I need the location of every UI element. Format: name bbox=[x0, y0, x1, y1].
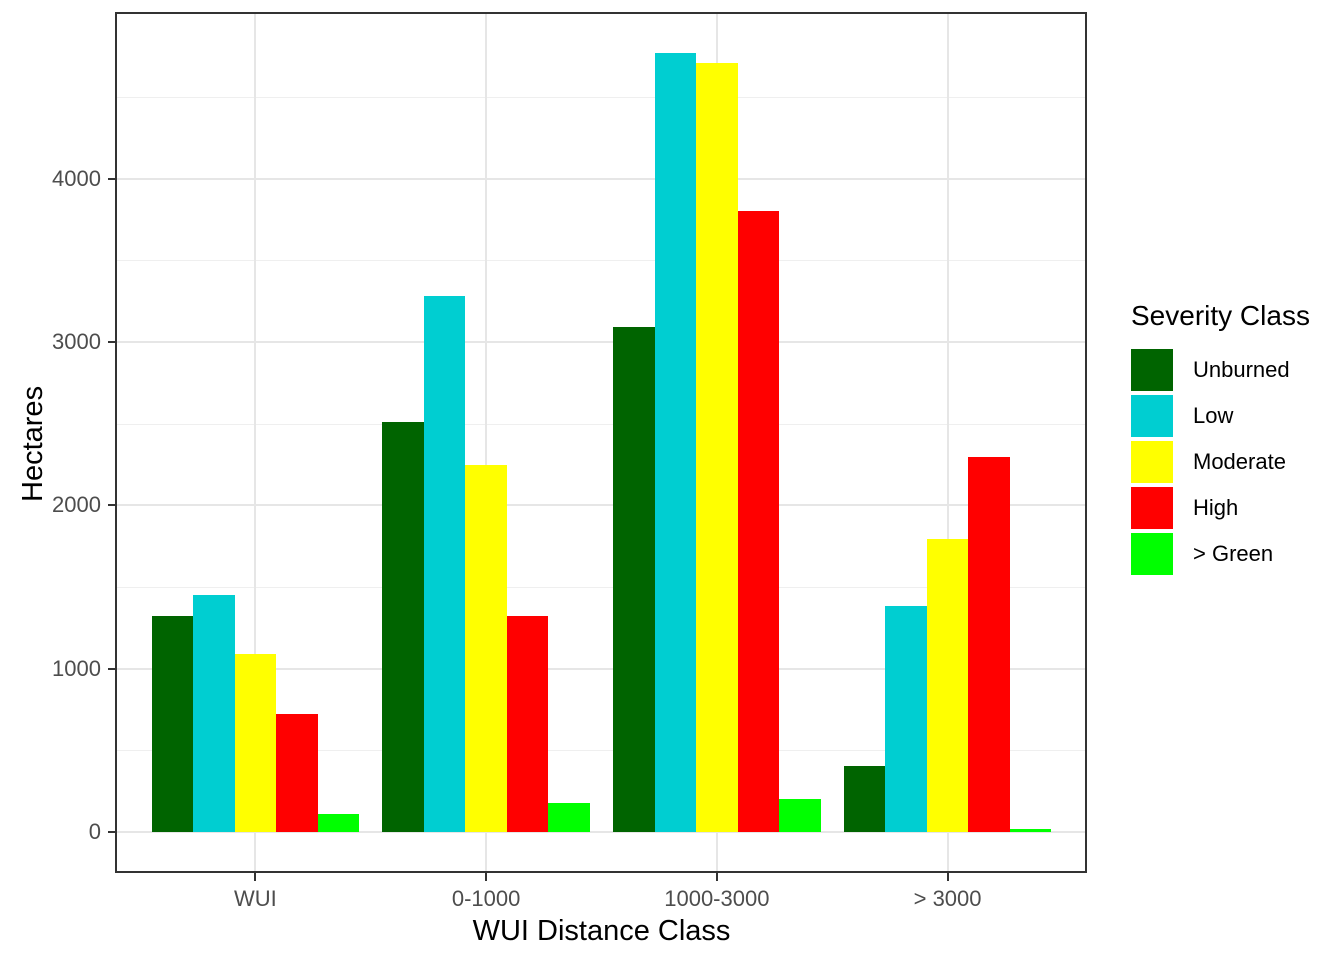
bar-unburned-3000 bbox=[843, 765, 886, 832]
legend-item-low: Low bbox=[1131, 395, 1310, 438]
legend-title: Severity Class bbox=[1131, 300, 1310, 331]
gridline-minor-h-4500 bbox=[117, 97, 1086, 99]
legend-label-high: High bbox=[1193, 495, 1239, 521]
y-tick-1000 bbox=[108, 667, 117, 670]
legend: Severity Class Unburned Low Moderate High > … bbox=[1131, 300, 1310, 579]
bar-moderate-3000 bbox=[926, 538, 969, 832]
y-tick-label-3000: 3000 bbox=[52, 329, 101, 355]
bar-moderate-wui bbox=[234, 654, 277, 832]
bar-high-3000 bbox=[968, 457, 1010, 832]
legend-item-moderate: Moderate bbox=[1131, 441, 1310, 484]
bar-low-1000-3000 bbox=[654, 53, 697, 832]
gridline-minor-h-3500 bbox=[117, 260, 1086, 262]
legend-label-low: Low bbox=[1193, 403, 1234, 429]
gridline-major-h-0 bbox=[117, 831, 1086, 833]
y-tick-label-4000: 4000 bbox=[52, 165, 101, 191]
gridline-major-h-4000 bbox=[117, 177, 1086, 180]
bar-green-3000 bbox=[1009, 828, 1052, 832]
x-tick-3000 bbox=[946, 872, 949, 881]
legend-label-moderate: Moderate bbox=[1193, 449, 1286, 475]
plot-panel bbox=[117, 13, 1086, 872]
y-tick-label-2000: 2000 bbox=[52, 492, 101, 518]
y-tick-0 bbox=[108, 831, 117, 833]
legend-item-unburned: Unburned bbox=[1131, 349, 1310, 392]
legend-item-green: > Green bbox=[1131, 533, 1310, 576]
x-tick-label-0-1000: 0-1000 bbox=[451, 886, 521, 911]
y-tick-2000 bbox=[108, 504, 117, 507]
x-axis-title: WUI Distance Class bbox=[472, 915, 731, 947]
legend-key-unburned bbox=[1131, 349, 1173, 392]
gridline-major-h-1000 bbox=[117, 667, 1086, 670]
gridline-minor-h-500 bbox=[117, 750, 1086, 752]
bar-green-0-1000 bbox=[548, 803, 590, 832]
bar-unburned-1000-3000 bbox=[613, 327, 655, 832]
gridline-major-v-wui bbox=[254, 13, 257, 872]
x-tick-1000-3000 bbox=[715, 872, 718, 881]
bar-moderate-0-1000 bbox=[465, 464, 507, 832]
legend-key-moderate bbox=[1131, 441, 1173, 484]
legend-label-unburned: Unburned bbox=[1193, 357, 1290, 383]
gridline-minor-h-2500 bbox=[117, 423, 1086, 425]
legend-key-green bbox=[1131, 533, 1173, 576]
y-tick-label-1000: 1000 bbox=[52, 655, 101, 681]
bar-unburned-wui bbox=[151, 616, 194, 832]
bar-high-wui bbox=[276, 713, 318, 832]
legend-item-high: High bbox=[1131, 487, 1310, 530]
bar-moderate-1000-3000 bbox=[696, 62, 738, 832]
bar-low-wui bbox=[193, 595, 235, 832]
bar-unburned-0-1000 bbox=[382, 422, 424, 832]
gridline-minor-h-1500 bbox=[117, 587, 1086, 589]
x-tick-wui bbox=[254, 872, 257, 881]
x-tick-label-3000: > 3000 bbox=[913, 886, 982, 911]
y-tick-3000 bbox=[108, 341, 117, 344]
gridline-major-h-2000 bbox=[117, 504, 1086, 507]
legend-key-low bbox=[1131, 395, 1173, 438]
bar-green-wui bbox=[317, 814, 360, 832]
bar-green-1000-3000 bbox=[779, 799, 821, 832]
bar-high-1000-3000 bbox=[737, 211, 780, 832]
bar-low-0-1000 bbox=[423, 296, 466, 832]
legend-items: Unburned Low Moderate High > Green bbox=[1131, 349, 1310, 576]
x-tick-0-1000 bbox=[485, 872, 488, 881]
gridline-major-h-3000 bbox=[117, 341, 1086, 344]
gridline-major-v-3000 bbox=[946, 13, 949, 872]
legend-label-green: > Green bbox=[1193, 541, 1274, 567]
x-tick-label-wui: WUI bbox=[234, 886, 277, 911]
legend-key-high bbox=[1131, 487, 1173, 530]
y-tick-4000 bbox=[108, 177, 117, 180]
bar-low-3000 bbox=[885, 605, 927, 832]
gridline-major-v-0-1000 bbox=[485, 13, 488, 872]
bar-high-0-1000 bbox=[506, 616, 549, 832]
y-tick-label-0: 0 bbox=[88, 819, 101, 844]
x-tick-label-1000-3000: 1000-3000 bbox=[664, 886, 770, 911]
